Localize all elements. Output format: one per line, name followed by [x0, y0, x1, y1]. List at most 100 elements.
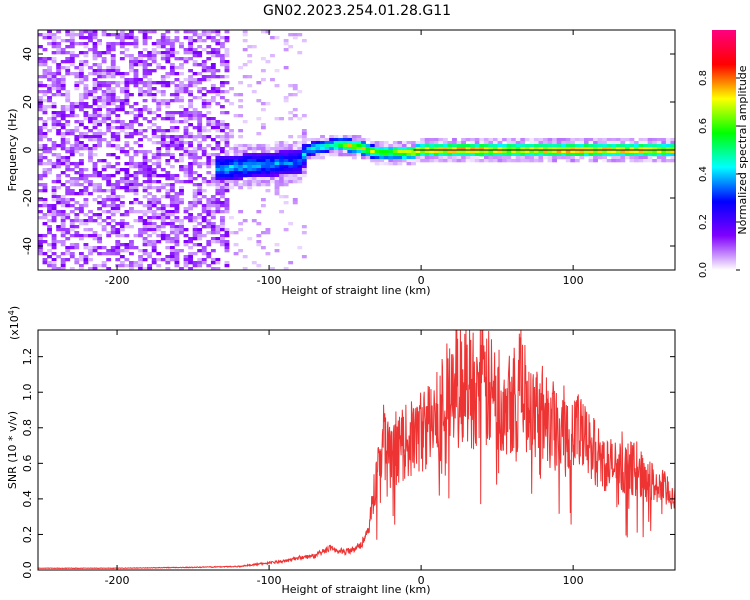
heatmap-cell: [279, 153, 284, 157]
heatmap-cell: [129, 165, 134, 169]
heatmap-cell: [160, 36, 166, 40]
heatmap-cell: [92, 51, 98, 55]
heatmap-cell: [238, 186, 244, 190]
heatmap-cell: [351, 138, 357, 142]
heatmap-cell: [160, 129, 166, 133]
heatmap-cell: [51, 45, 57, 49]
heatmap-cell: [74, 225, 80, 229]
heatmap-cell: [124, 246, 130, 250]
heatmap-cell: [179, 87, 184, 91]
heatmap-cell: [279, 150, 284, 154]
heatmap-cell: [197, 63, 203, 67]
heatmap-cell: [324, 153, 330, 157]
heatmap-cell: [606, 153, 612, 157]
heatmap-cell: [188, 45, 193, 49]
heatmap-cell: [174, 39, 180, 43]
heatmap-cell: [74, 105, 80, 109]
heatmap-cell: [220, 210, 225, 214]
heatmap-cell: [51, 261, 57, 265]
heatmap-cell: [179, 168, 184, 172]
heatmap-cell: [74, 171, 80, 175]
heatmap-cell: [661, 156, 667, 160]
heatmap-cell: [78, 120, 84, 124]
heatmap-cell: [320, 153, 325, 157]
heatmap-cell: [65, 216, 71, 220]
heatmap-cell: [74, 81, 80, 85]
heatmap-cell: [124, 171, 130, 175]
heatmap-cell: [324, 138, 330, 142]
heatmap-cell: [333, 153, 339, 157]
heatmap-cell: [51, 117, 57, 121]
heatmap-cell: [220, 129, 225, 133]
heatmap-cell: [561, 147, 567, 151]
heatmap-cell: [665, 159, 671, 163]
heatmap-cell: [584, 147, 589, 151]
heatmap-cell: [115, 135, 121, 139]
heatmap-cell: [315, 138, 321, 142]
heatmap-cell: [565, 141, 571, 145]
heatmap-cell: [224, 48, 230, 52]
heatmap-cell: [429, 150, 435, 154]
heatmap-cell: [415, 150, 421, 154]
heatmap-cell: [606, 138, 612, 142]
heatmap-cell: [119, 39, 125, 43]
heatmap-cell: [415, 141, 421, 145]
heatmap-cell: [579, 147, 585, 151]
heatmap-cell: [142, 267, 148, 271]
heatmap-cell: [38, 33, 43, 37]
heatmap-cell: [151, 99, 157, 103]
heatmap-cell: [101, 228, 107, 232]
heatmap-cell: [506, 141, 512, 145]
heatmap-cell: [220, 75, 225, 79]
heatmap-cell: [524, 147, 530, 151]
heatmap-cell: [620, 147, 626, 151]
heatmap-cell: [101, 93, 107, 97]
heatmap-cell: [110, 72, 116, 76]
heatmap-cell: [547, 141, 553, 145]
heatmap-cell: [215, 42, 221, 46]
heatmap-cell: [238, 99, 244, 103]
heatmap-cell: [552, 138, 557, 142]
heatmap-cell: [270, 165, 275, 169]
heatmap-cell: [142, 105, 148, 109]
heatmap-cell: [129, 126, 134, 130]
heatmap-cell: [274, 147, 280, 151]
heatmap-cell: [60, 210, 66, 214]
heatmap-cell: [634, 159, 639, 163]
heatmap-cell: [415, 153, 421, 157]
heatmap-cell: [133, 234, 139, 238]
heatmap-cell: [210, 117, 216, 121]
heatmap-cell: [456, 141, 462, 145]
heatmap-cell: [124, 249, 130, 253]
heatmap-cell: [247, 177, 253, 181]
heatmap-cell: [488, 147, 494, 151]
heatmap-cell: [106, 144, 112, 148]
heatmap-cell: [88, 36, 93, 40]
heatmap-cell: [115, 240, 121, 244]
heatmap-cell: [51, 39, 57, 43]
heatmap-cell: [110, 120, 116, 124]
heatmap-cell: [424, 147, 430, 151]
heatmap-cell: [265, 30, 271, 34]
heatmap-cell: [42, 258, 48, 262]
heatmap-cell: [106, 216, 112, 220]
heatmap-cell: [92, 36, 98, 40]
heatmap-cell: [74, 138, 80, 142]
heatmap-cell: [83, 168, 89, 172]
heatmap-cell: [115, 36, 121, 40]
heatmap-cell: [420, 147, 426, 151]
heatmap-cell: [142, 75, 148, 79]
heatmap-cell: [165, 192, 171, 196]
heatmap-cell: [311, 147, 316, 151]
heatmap-cell: [224, 180, 230, 184]
heatmap-cell: [51, 105, 57, 109]
heatmap-cell: [51, 252, 57, 256]
heatmap-cell: [215, 156, 221, 160]
heatmap-cell: [174, 240, 180, 244]
heatmap-cell: [51, 153, 57, 157]
heatmap-cell: [97, 51, 102, 55]
heatmap-cell: [56, 165, 62, 169]
heatmap-cell: [65, 249, 71, 253]
heatmap-cell: [124, 99, 130, 103]
heatmap-cell: [160, 81, 166, 85]
